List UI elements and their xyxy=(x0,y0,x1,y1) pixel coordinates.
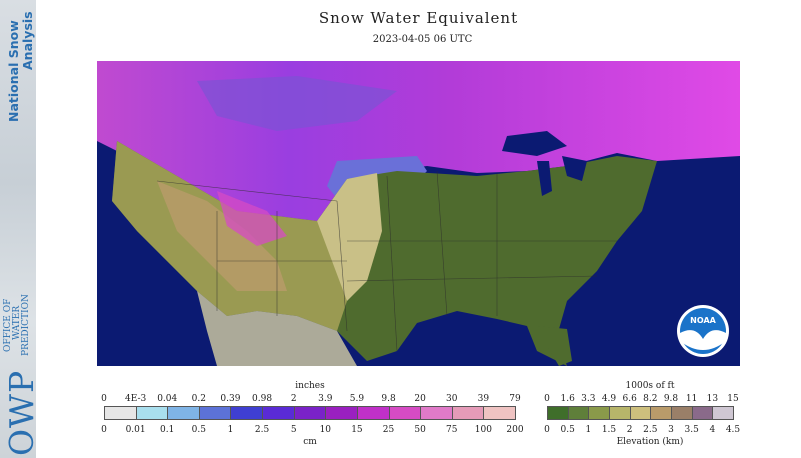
swe-swatch xyxy=(388,406,422,420)
swe-bottom-tick: 5 xyxy=(290,425,297,435)
elev-bottom-tick: 0.5 xyxy=(560,425,575,435)
owp-logo: OFFICE OF WATER PREDICTION OWP xyxy=(0,270,41,458)
swe-bottom-tick: 2.5 xyxy=(254,425,270,435)
map-graphic: NOAA xyxy=(97,61,740,366)
swe-bottom-tick: 1 xyxy=(227,425,234,435)
swe-top-tick: 79 xyxy=(509,394,521,404)
elev-top-tick: 0 xyxy=(544,394,550,404)
swe-top-tick: 9.8 xyxy=(381,394,396,404)
elev-swatch xyxy=(691,406,714,420)
swe-bottom-tick: 0.01 xyxy=(125,425,146,435)
page-title: Snow Water Equivalent xyxy=(318,9,519,27)
swe-unit-inches: inches xyxy=(295,381,325,391)
swe-top-tick: 20 xyxy=(414,394,426,404)
mexico-region xyxy=(197,291,357,366)
elev-unit-ft: 1000s of ft xyxy=(625,381,675,391)
elev-swatch xyxy=(588,406,610,420)
swe-bottom-tick: 0.5 xyxy=(191,425,207,435)
snow-deep-region xyxy=(197,76,397,131)
elev-top-tick: 3.3 xyxy=(581,394,596,404)
swe-swatch xyxy=(483,406,516,420)
swe-top-tick: 0.04 xyxy=(157,394,178,404)
rockies-terrain xyxy=(157,181,287,291)
elev-swatch xyxy=(547,406,569,420)
swe-bottom-tick: 200 xyxy=(506,425,524,435)
sidebar-title-line1: National Snow xyxy=(6,20,21,122)
swe-swatch xyxy=(420,406,453,420)
swe-swatch xyxy=(356,406,390,420)
sidebar-banner: National Snow Analysis OFFICE OF WATER P… xyxy=(0,0,41,458)
elev-top-tick: 4.9 xyxy=(601,394,617,404)
swe-swatch xyxy=(230,406,264,420)
swe-top-tick: 39 xyxy=(477,394,490,404)
owp-abbrev: OWP xyxy=(2,369,41,456)
swe-top-tick: 0.2 xyxy=(191,394,207,404)
swe-bottom-tick: 10 xyxy=(319,425,332,435)
elev-swatch xyxy=(671,406,693,420)
swe-top-tick: 2 xyxy=(290,394,297,404)
swe-top-tick: 0 xyxy=(101,394,107,404)
elev-bottom-tick: 2.5 xyxy=(643,425,658,435)
elev-bottom-tick: 1.5 xyxy=(601,425,617,435)
swe-bottom-tick: 15 xyxy=(351,425,363,435)
elev-top-tick: 8.2 xyxy=(643,394,658,404)
owp-line-prediction: PREDICTION xyxy=(21,294,31,356)
swe-unit-cm: cm xyxy=(303,437,317,447)
rockies-snow xyxy=(217,191,287,246)
elev-top-tick: 13 xyxy=(706,394,719,404)
elev-bottom-tick: 3 xyxy=(668,425,674,435)
elev-bottom-tick: 4 xyxy=(709,425,716,435)
elev-top-tick: 9.8 xyxy=(663,394,679,404)
elev-bottom-tick: 4.5 xyxy=(725,425,741,435)
swe-bottom-tick: 50 xyxy=(414,425,426,435)
swe-swatch xyxy=(135,406,169,420)
swe-top-tick: 30 xyxy=(446,394,458,404)
florida xyxy=(537,326,572,366)
elev-top-tick: 15 xyxy=(727,394,739,404)
swe-swatch xyxy=(451,406,485,420)
elev-bottom-tick: 2 xyxy=(626,425,633,435)
swe-top-tick: 4E-3 xyxy=(124,394,147,404)
elev-swatch xyxy=(567,406,590,420)
swe-swatch xyxy=(262,406,295,420)
great-plains-high xyxy=(317,173,382,301)
elev-top-tick: 11 xyxy=(685,394,698,404)
swe-swatch xyxy=(325,406,358,420)
lake-huron xyxy=(562,156,587,181)
swe-swatch xyxy=(167,406,200,420)
swe-bottom-tick: 100 xyxy=(474,425,492,435)
swe-top-tick: 0.98 xyxy=(252,394,273,404)
elev-top-tick: 6.6 xyxy=(622,394,637,404)
elev-swatch xyxy=(650,406,672,420)
elev-bottom-tick: 1 xyxy=(585,425,592,435)
swe-bottom-tick: 75 xyxy=(446,425,458,435)
swe-swatch xyxy=(198,406,232,420)
noaa-logo-text: NOAA xyxy=(690,316,716,325)
elev-swatch xyxy=(629,406,652,420)
snow-map: NOAA xyxy=(97,61,740,366)
swe-swatch xyxy=(104,406,137,420)
swe-top-tick: 0.39 xyxy=(220,394,241,404)
elev-unit-km: Elevation (km) xyxy=(616,437,684,447)
swe-swatch xyxy=(293,406,327,420)
lake-michigan xyxy=(537,161,552,196)
swe-bottom-tick: 0 xyxy=(101,425,107,435)
elev-swatch xyxy=(712,406,734,420)
elev-bottom-tick: 0 xyxy=(544,425,550,435)
elev-bottom-tick: 3.5 xyxy=(684,425,699,435)
swe-bottom-tick: 0.1 xyxy=(160,425,175,435)
swe-top-tick: 3.9 xyxy=(318,394,333,404)
state-borders xyxy=(156,170,617,352)
map-datetime: 2023-04-05 06 UTC xyxy=(372,34,473,45)
elev-top-tick: 1.6 xyxy=(560,394,575,404)
swe-top-tick: 5.9 xyxy=(349,394,365,404)
noaa-logo: NOAA xyxy=(677,305,729,357)
elev-swatch xyxy=(609,406,631,420)
swe-bottom-tick: 25 xyxy=(382,425,395,435)
lake-superior xyxy=(502,131,567,156)
